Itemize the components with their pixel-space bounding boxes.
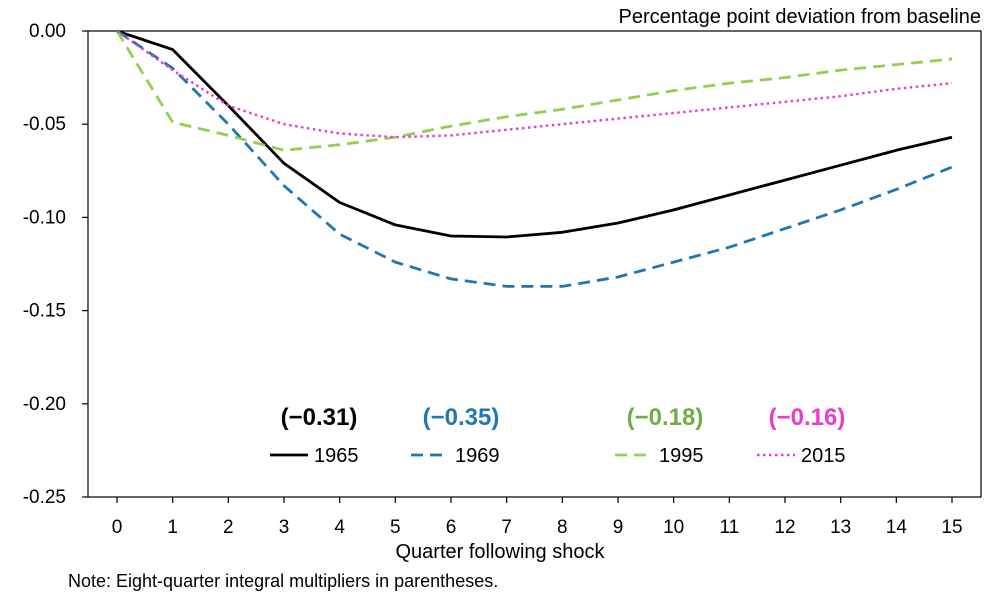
multiplier-label-1965: (−0.31): [281, 404, 358, 431]
legend-label-1969: 1969: [455, 445, 500, 467]
y-tick-label: -0.25: [23, 487, 66, 508]
x-tick-label: 1: [167, 517, 178, 538]
y-axis: 0.00 -0.05 -0.10 -0.15 -0.20 -0.25: [23, 21, 88, 508]
legend-label-1965: 1965: [314, 445, 359, 467]
multiplier-label-2015: (−0.16): [769, 404, 846, 431]
x-tick-label: 3: [279, 517, 290, 538]
x-tick-label: 13: [830, 517, 851, 538]
x-tick-label: 15: [941, 517, 962, 538]
x-tick-label: 12: [774, 517, 795, 538]
series-lines: [115, 29, 953, 288]
x-tick-label: 0: [112, 517, 123, 538]
x-axis: 0 1 2 3 4 5 6 7 8 9 10 11 12 13 14 15: [112, 497, 963, 538]
x-axis-title: Quarter following shock: [396, 541, 606, 563]
y-tick-label: 0.00: [29, 21, 66, 42]
series-line-1995: [115, 30, 953, 152]
multiplier-label-1995: (−0.18): [627, 404, 704, 431]
series-line-1969: [116, 29, 953, 288]
multiplier-label-1969: (−0.35): [423, 404, 500, 431]
legend: (−0.31) 1965 (−0.35) 1969 (−0.18) 1995 (−0.16)…: [270, 404, 846, 467]
x-tick-label: 6: [446, 517, 457, 538]
y-tick-label: -0.05: [23, 114, 66, 135]
y-tick-label: -0.10: [23, 207, 66, 228]
x-tick-label: 11: [719, 517, 739, 538]
x-tick-label: 9: [613, 517, 624, 538]
legend-label-1995: 1995: [659, 445, 704, 467]
chart-note: Note: Eight-quarter integral multipliers…: [68, 571, 498, 591]
plot-border: [87, 30, 982, 498]
y-tick-label: -0.20: [23, 394, 66, 415]
series-line-1965: [116, 29, 953, 239]
x-tick-label: 14: [886, 517, 908, 538]
series-line-2015: [116, 30, 953, 139]
x-tick-label: 10: [663, 517, 684, 538]
x-tick-label: 8: [557, 517, 568, 538]
x-tick-label: 4: [334, 517, 345, 538]
legend-label-2015: 2015: [801, 445, 846, 467]
plot-area: [87, 30, 982, 498]
y-axis-title: Percentage point deviation from baseline: [619, 6, 981, 28]
x-tick-label: 7: [501, 517, 512, 538]
x-tick-label: 5: [390, 517, 401, 538]
x-tick-label: 2: [223, 517, 234, 538]
y-tick-label: -0.15: [23, 301, 66, 322]
